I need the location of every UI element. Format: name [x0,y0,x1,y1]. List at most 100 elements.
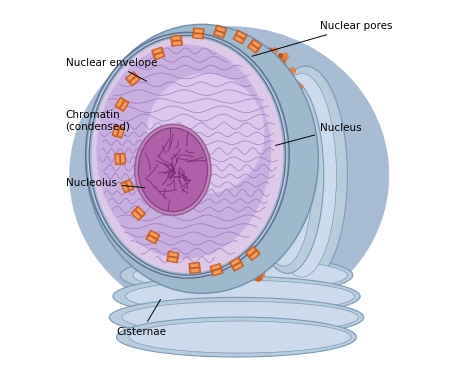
FancyBboxPatch shape [211,268,223,276]
Ellipse shape [113,276,360,316]
FancyBboxPatch shape [248,248,255,255]
Circle shape [278,188,286,196]
FancyBboxPatch shape [173,41,181,45]
Circle shape [293,126,299,132]
Circle shape [257,257,263,263]
Circle shape [294,137,302,145]
Circle shape [255,272,259,276]
Circle shape [276,203,282,209]
FancyBboxPatch shape [173,36,180,40]
FancyBboxPatch shape [127,181,132,189]
Circle shape [262,253,267,259]
Circle shape [262,238,265,241]
FancyBboxPatch shape [195,29,202,33]
Circle shape [286,68,289,72]
FancyBboxPatch shape [119,100,129,112]
Circle shape [263,210,272,218]
Circle shape [293,93,299,99]
Circle shape [289,94,293,97]
Ellipse shape [126,280,355,312]
Circle shape [276,64,284,72]
Ellipse shape [69,26,389,324]
Circle shape [295,135,298,139]
Circle shape [289,68,296,74]
Circle shape [295,110,301,116]
FancyBboxPatch shape [150,232,158,238]
Ellipse shape [91,38,283,273]
Circle shape [272,205,280,213]
FancyBboxPatch shape [251,252,258,259]
FancyBboxPatch shape [189,268,201,273]
FancyBboxPatch shape [191,269,199,272]
Circle shape [297,84,303,90]
Circle shape [256,268,259,272]
FancyBboxPatch shape [237,32,245,38]
Circle shape [297,120,305,128]
Circle shape [254,273,263,281]
Circle shape [272,204,276,207]
FancyBboxPatch shape [167,251,179,258]
FancyBboxPatch shape [234,264,242,269]
FancyBboxPatch shape [148,237,156,242]
FancyBboxPatch shape [191,264,198,267]
Circle shape [261,239,269,247]
Circle shape [253,257,257,261]
Circle shape [286,143,289,146]
FancyBboxPatch shape [137,208,144,215]
FancyBboxPatch shape [129,76,140,86]
Circle shape [289,127,293,130]
Ellipse shape [254,84,313,266]
Text: Chromatin
(condensed): Chromatin (condensed) [66,110,131,136]
Text: Nucleus: Nucleus [276,123,362,145]
Circle shape [283,78,291,87]
Circle shape [272,48,277,54]
Circle shape [291,153,294,156]
Circle shape [291,110,295,114]
Ellipse shape [86,24,318,293]
Ellipse shape [238,88,300,262]
FancyBboxPatch shape [128,74,135,80]
Circle shape [279,54,282,57]
FancyBboxPatch shape [155,53,163,58]
FancyBboxPatch shape [115,153,120,165]
FancyBboxPatch shape [153,52,165,60]
Circle shape [267,49,275,57]
Ellipse shape [147,73,264,193]
Circle shape [265,237,271,243]
Circle shape [278,55,286,63]
Circle shape [298,135,305,141]
FancyBboxPatch shape [213,30,225,38]
FancyBboxPatch shape [217,27,225,32]
Circle shape [264,208,268,212]
Circle shape [284,170,292,178]
FancyBboxPatch shape [250,39,262,49]
Circle shape [285,169,289,173]
Circle shape [267,221,270,225]
Circle shape [289,128,297,135]
Circle shape [269,193,277,201]
Circle shape [297,101,300,105]
Ellipse shape [264,66,347,284]
FancyBboxPatch shape [231,259,239,265]
Circle shape [255,269,263,277]
FancyBboxPatch shape [171,35,182,41]
FancyBboxPatch shape [193,33,204,39]
FancyBboxPatch shape [249,250,260,261]
FancyBboxPatch shape [166,256,178,263]
Circle shape [285,69,293,77]
Circle shape [274,177,282,185]
Ellipse shape [109,297,364,337]
FancyBboxPatch shape [123,183,128,191]
FancyBboxPatch shape [193,28,204,34]
Ellipse shape [96,44,271,259]
Circle shape [302,119,307,125]
Text: Cisternae: Cisternae [116,299,166,337]
FancyBboxPatch shape [115,97,125,109]
Circle shape [291,111,298,119]
Circle shape [290,154,298,162]
FancyBboxPatch shape [189,262,200,268]
Circle shape [255,241,259,245]
Circle shape [266,222,274,230]
FancyBboxPatch shape [117,126,124,138]
Text: Nuclear envelope: Nuclear envelope [66,58,157,81]
